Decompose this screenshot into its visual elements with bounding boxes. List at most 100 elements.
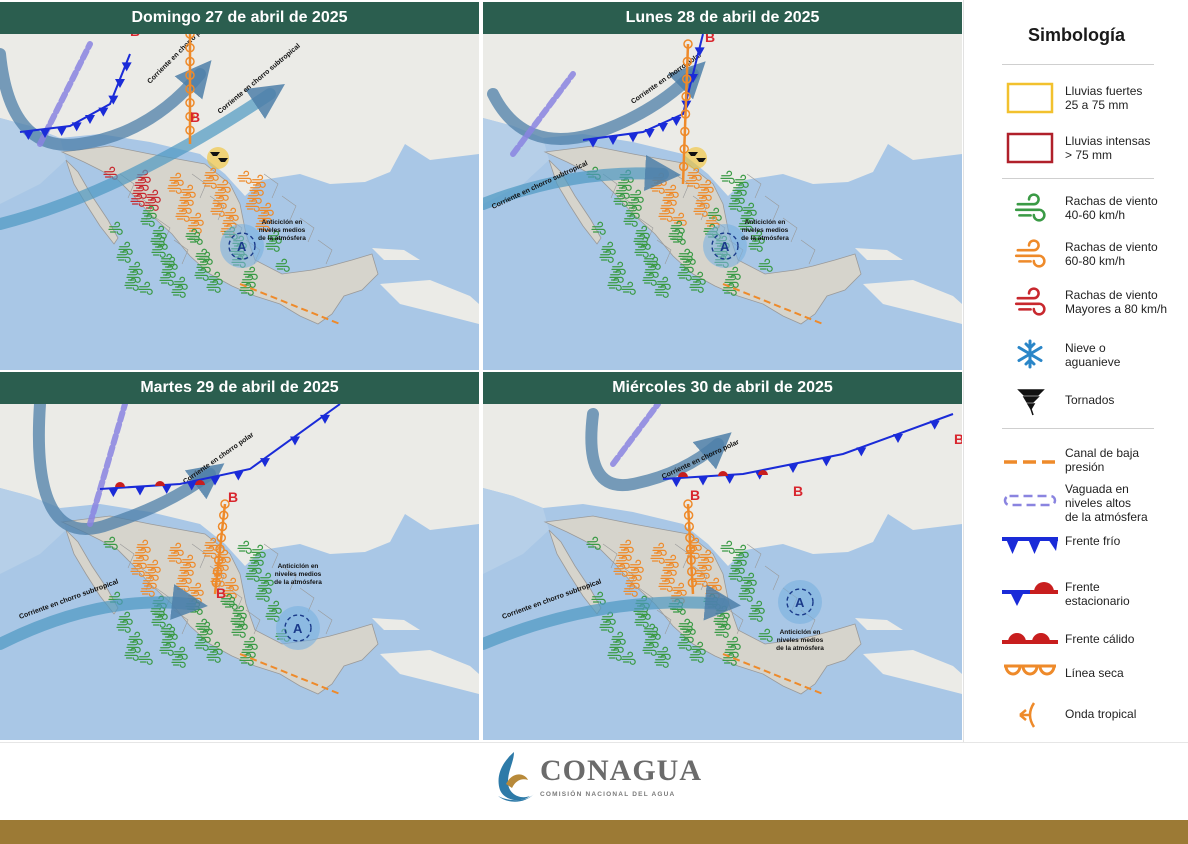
dry-line-scallop (685, 533, 695, 543)
low-pressure-trough (239, 653, 341, 695)
anticyclone-area (778, 580, 822, 624)
low-pressure-label: B (130, 34, 140, 39)
state-border (227, 587, 243, 613)
cold-front-barb (98, 107, 109, 117)
anticyclone-ring (284, 614, 312, 642)
dry-line-scallop (214, 555, 224, 565)
subtropical-jet-stream (0, 84, 285, 230)
legend-divider (1002, 428, 1154, 429)
cold-front-barb (161, 484, 172, 494)
low-pressure-label: B (793, 483, 803, 499)
cold-front-barb (23, 131, 34, 140)
cold-front-barb (121, 62, 132, 72)
state-border (800, 239, 816, 265)
low-pressure-trough (722, 653, 824, 695)
warm-front-bump (758, 470, 768, 475)
warm-front-bump (195, 480, 205, 485)
dry-line-scallop (678, 161, 689, 172)
anticyclone-description: Anticiclón en (262, 219, 303, 226)
legend-label: Nieve o (1065, 341, 1106, 355)
dry-line-scallop (687, 566, 697, 577)
anticyclone-ring (228, 232, 256, 260)
legend-label: Línea seca (1065, 666, 1124, 680)
dry-line-scallop (219, 510, 229, 520)
legend-label: Lluvias fuertes (1065, 84, 1143, 98)
caribbean-land (380, 650, 479, 694)
cold-front-barb (186, 481, 197, 491)
footer-divider (0, 742, 1188, 743)
anticyclone-description: Anticiclón en (745, 219, 786, 226)
upper-trough-line (610, 404, 661, 467)
dry-line-scallop (217, 521, 228, 532)
cold-front-barb (608, 136, 618, 145)
warm-front-icon (1002, 633, 1058, 644)
legend-sublabel: 40-60 km/h (1065, 208, 1126, 222)
legend-sublabel: 25 a 75 mm (1065, 98, 1129, 112)
legend-sublabel: de la atmósfera (1065, 510, 1148, 524)
cold-front-barb (210, 476, 220, 486)
cold-front-barb (135, 486, 145, 496)
state-border (263, 173, 279, 199)
dry-line-scallop (185, 56, 195, 67)
state-border (674, 543, 690, 569)
legend-label: Tornados (1065, 393, 1115, 407)
anticyclone-description: Anticiclón en (278, 563, 319, 570)
panel-title: Martes 29 de abril de 2025 (0, 372, 479, 404)
warm-front-bump (115, 482, 125, 487)
legend-label: Canal de baja (1065, 446, 1140, 460)
dry-line-scallop (682, 74, 692, 84)
anticyclone-description: de la atmósfera (776, 645, 824, 652)
dry-line-scallop (687, 578, 698, 588)
state-border (317, 609, 333, 635)
anticyclone-description: niveles medios (275, 571, 322, 578)
land-area (483, 34, 962, 196)
upper-trough-line (37, 41, 93, 147)
dry-line-scallop (185, 70, 195, 80)
cold-front-barb (290, 436, 300, 446)
panel-title: Miércoles 30 de abril de 2025 (483, 372, 962, 404)
cold-front-barb (658, 123, 668, 132)
dry-line-scallop (185, 43, 195, 53)
state-border (782, 217, 798, 243)
caribbean-land (380, 280, 479, 324)
anticyclone-description: niveles medios (259, 227, 306, 234)
cold-front-barb (115, 79, 125, 88)
panel-title: Domingo 27 de abril de 2025 (0, 2, 479, 34)
subtropical-jet-stream (0, 584, 208, 650)
dry-line-scallop (686, 555, 696, 565)
cuba-shape (372, 618, 420, 630)
map-panel-day3: Martes 29 de abril de 2025 Corriente en … (0, 372, 479, 740)
polar-jet-stream (487, 61, 706, 145)
stationary-front-icon (1002, 582, 1058, 606)
land-area (483, 404, 962, 566)
state-border (317, 239, 333, 265)
cold-front-icon (1002, 537, 1058, 554)
dry-line-scallop (185, 111, 195, 122)
state-border (656, 239, 672, 265)
cold-front-barb (821, 457, 832, 467)
pacific-shelf (483, 488, 549, 574)
anticyclone-ring (786, 588, 814, 616)
legend-label: Frente cálido (1065, 632, 1135, 646)
dry-line-icon (1004, 664, 1056, 676)
state-border (746, 173, 762, 199)
dry-line-scallop (211, 578, 221, 588)
anticyclone-area (703, 224, 747, 268)
logo-subtitle: COMISIÓN NACIONAL DEL AGUA (540, 791, 676, 798)
upper-trough-icon (1003, 494, 1057, 507)
anticyclone-area (220, 224, 264, 268)
cold-front-barb (588, 138, 598, 148)
cold-front-barb (85, 115, 95, 124)
legend-label: Vaguada en (1065, 482, 1129, 496)
anticyclone-description: de la atmósfera (741, 235, 789, 242)
subtropical-jet-stream (483, 155, 681, 210)
anticyclone-description: niveles medios (777, 637, 824, 644)
cold-front-barb (108, 488, 119, 498)
logo-name: CONAGUA (540, 754, 702, 787)
wind-icon (1014, 287, 1046, 316)
state-border (281, 195, 297, 221)
state-border (746, 543, 762, 569)
low-pressure-label: B (690, 487, 700, 503)
wind-icon (1014, 239, 1046, 268)
